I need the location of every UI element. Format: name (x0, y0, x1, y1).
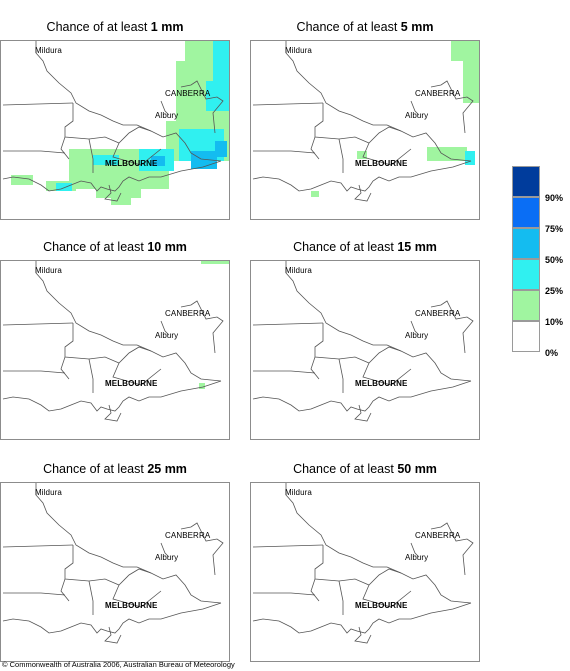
legend-label-25: 25% (545, 286, 564, 296)
boundary-map (252, 483, 474, 644)
boundary-map (2, 41, 224, 202)
boundary-map (252, 41, 474, 202)
legend-swatch-90 (512, 166, 540, 197)
map-50mm: Mildura CANBERRA Albury MELBOURNE (250, 482, 480, 662)
city-mildura: Mildura (35, 266, 62, 275)
city-albury: Albury (155, 553, 179, 562)
panel-title: Chance of at least 5 mm (296, 20, 434, 34)
city-canberra: CANBERRA (415, 309, 461, 318)
city-melbourne: MELBOURNE (105, 159, 158, 168)
map-5mm: Mildura CANBERRA Albury MELBOURNE (250, 40, 480, 220)
city-albury: Albury (155, 111, 179, 120)
boundary-map (2, 261, 224, 422)
city-albury: Albury (405, 111, 429, 120)
city-mildura: Mildura (285, 266, 312, 275)
legend-label-0: 0% (545, 348, 559, 358)
city-canberra: CANBERRA (415, 89, 461, 98)
legend-label-10: 10% (545, 317, 564, 327)
panel-title: Chance of at least 15 mm (293, 240, 437, 254)
panel-title: Chance of at least 10 mm (43, 240, 187, 254)
city-melbourne: MELBOURNE (355, 159, 408, 168)
legend-label-75: 75% (545, 224, 564, 234)
city-albury: Albury (405, 331, 429, 340)
rainfall-shading (199, 261, 229, 389)
map-15mm: Mildura CANBERRA Albury MELBOURNE (250, 260, 480, 440)
legend-label-90: 90% (545, 193, 564, 203)
city-melbourne: MELBOURNE (355, 379, 408, 388)
city-melbourne: MELBOURNE (105, 379, 158, 388)
legend-swatch-0 (512, 321, 540, 352)
legend-label-50: 50% (545, 255, 564, 265)
city-melbourne: MELBOURNE (355, 601, 408, 610)
city-albury: Albury (405, 553, 429, 562)
legend-swatch-50 (512, 228, 540, 259)
map-25mm: Mildura CANBERRA Albury MELBOURNE (0, 482, 230, 662)
city-mildura: Mildura (35, 46, 62, 55)
boundary-map (252, 261, 474, 422)
boundary-map (2, 483, 224, 644)
city-mildura: Mildura (35, 488, 62, 497)
legend-swatch-75 (512, 197, 540, 228)
panel-title: Chance of at least 50 mm (293, 462, 437, 476)
legend-swatch-25 (512, 259, 540, 290)
city-canberra: CANBERRA (165, 309, 211, 318)
copyright-footer: © Commonwealth of Australia 2006, Austra… (2, 660, 235, 669)
city-canberra: CANBERRA (165, 531, 211, 540)
city-canberra: CANBERRA (415, 531, 461, 540)
panel-title: Chance of at least 25 mm (43, 462, 187, 476)
city-mildura: Mildura (285, 46, 312, 55)
rainfall-shading (311, 41, 479, 197)
city-albury: Albury (155, 331, 179, 340)
city-melbourne: MELBOURNE (105, 601, 158, 610)
map-1mm: Mildura CANBERRA Albury MELBOURNE (0, 40, 230, 220)
legend-swatch-10 (512, 290, 540, 321)
city-canberra: CANBERRA (165, 89, 211, 98)
map-10mm: Mildura CANBERRA Albury MELBOURNE (0, 260, 230, 440)
panel-title: Chance of at least 1 mm (46, 20, 184, 34)
city-mildura: Mildura (285, 488, 312, 497)
